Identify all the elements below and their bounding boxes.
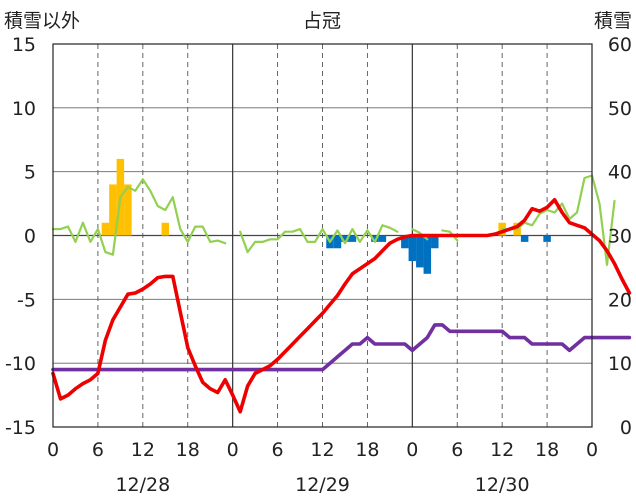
x-tick-label: 12 — [131, 439, 155, 461]
x-tick-label: 0 — [47, 439, 59, 461]
x-tick-label: 12 — [490, 439, 514, 461]
x-tick-label: 6 — [92, 439, 104, 461]
snow_change-line — [441, 229, 459, 242]
snowfall_negative-bar — [543, 235, 551, 242]
snowfall_negative-bar — [431, 235, 439, 249]
x-tick-label: 6 — [451, 439, 463, 461]
snowfall_negative-bar — [371, 235, 379, 242]
date-label: 12/28 — [115, 474, 170, 496]
snowfall_negative-bar — [408, 235, 417, 262]
snowfall_negative-bar — [520, 235, 529, 242]
precip-bar — [161, 222, 170, 236]
bar-series — [101, 158, 551, 274]
y-right-tick-label: 10 — [608, 353, 632, 375]
y-axis-left-label: 積雪以外 — [4, 10, 80, 32]
y-right-tick-label: 20 — [608, 289, 632, 311]
x-tick-label: 0 — [406, 439, 418, 461]
y-right-tick-label: 40 — [608, 162, 632, 184]
date-label: 12/29 — [295, 474, 350, 496]
x-tick-label: 18 — [355, 439, 379, 461]
precip-bar — [109, 184, 117, 236]
date-label: 12/30 — [475, 474, 530, 496]
x-tick-label: 6 — [272, 439, 284, 461]
y-right-tick-label: 50 — [608, 98, 632, 120]
x-tick-label: 18 — [176, 439, 200, 461]
snowfall_negative-bar — [333, 235, 342, 249]
y-left-tick-label: -15 — [5, 417, 36, 439]
y-right-tick-label: 30 — [608, 226, 632, 248]
y-left-tick-label: 5 — [24, 162, 36, 184]
y-left-tick-label: 0 — [24, 226, 36, 248]
chart-title: 占冠 — [303, 10, 341, 32]
x-tick-label: 0 — [586, 439, 598, 461]
snow_change-line — [51, 178, 227, 256]
y-right-tick-label: 0 — [620, 417, 632, 439]
y-right-tick-label: 60 — [608, 34, 632, 56]
y-axis-right-ticks: 60 50 40 30 20 10 0 — [608, 34, 632, 439]
snow_change-line — [239, 224, 399, 254]
line-series — [51, 174, 632, 414]
plot-frame — [52, 43, 593, 428]
x-axis-dates: 12/28 12/29 12/30 — [115, 474, 529, 496]
snowfall_negative-bar — [416, 235, 424, 268]
snow_change-line — [501, 174, 616, 266]
snowfall_negative-bar — [348, 235, 357, 242]
y-left-tick-label: 15 — [12, 34, 36, 56]
x-tick-label: 0 — [227, 439, 239, 461]
precip-bar — [101, 222, 110, 236]
y-left-tick-label: -10 — [5, 353, 36, 375]
x-tick-label: 12 — [310, 439, 334, 461]
x-tick-label: 18 — [535, 439, 559, 461]
snowfall_negative-bar — [423, 235, 432, 274]
y-axis-left-ticks: 15 10 5 0 -5 -10 -15 — [5, 34, 36, 439]
snow_depth-line — [51, 323, 632, 372]
precip-bar — [124, 184, 132, 236]
y-left-tick-label: 10 — [12, 98, 36, 120]
temperature-line — [51, 198, 632, 414]
y-axis-right-label: 積雪 — [594, 10, 632, 32]
snowfall_negative-bar — [341, 235, 349, 242]
snowfall_negative-bar — [378, 235, 387, 242]
y-left-tick-label: -5 — [17, 289, 36, 311]
x-axis-ticks: 0 6 12 18 0 6 12 18 0 6 12 18 0 — [47, 439, 598, 461]
snowfall_negative-bar — [401, 235, 409, 249]
